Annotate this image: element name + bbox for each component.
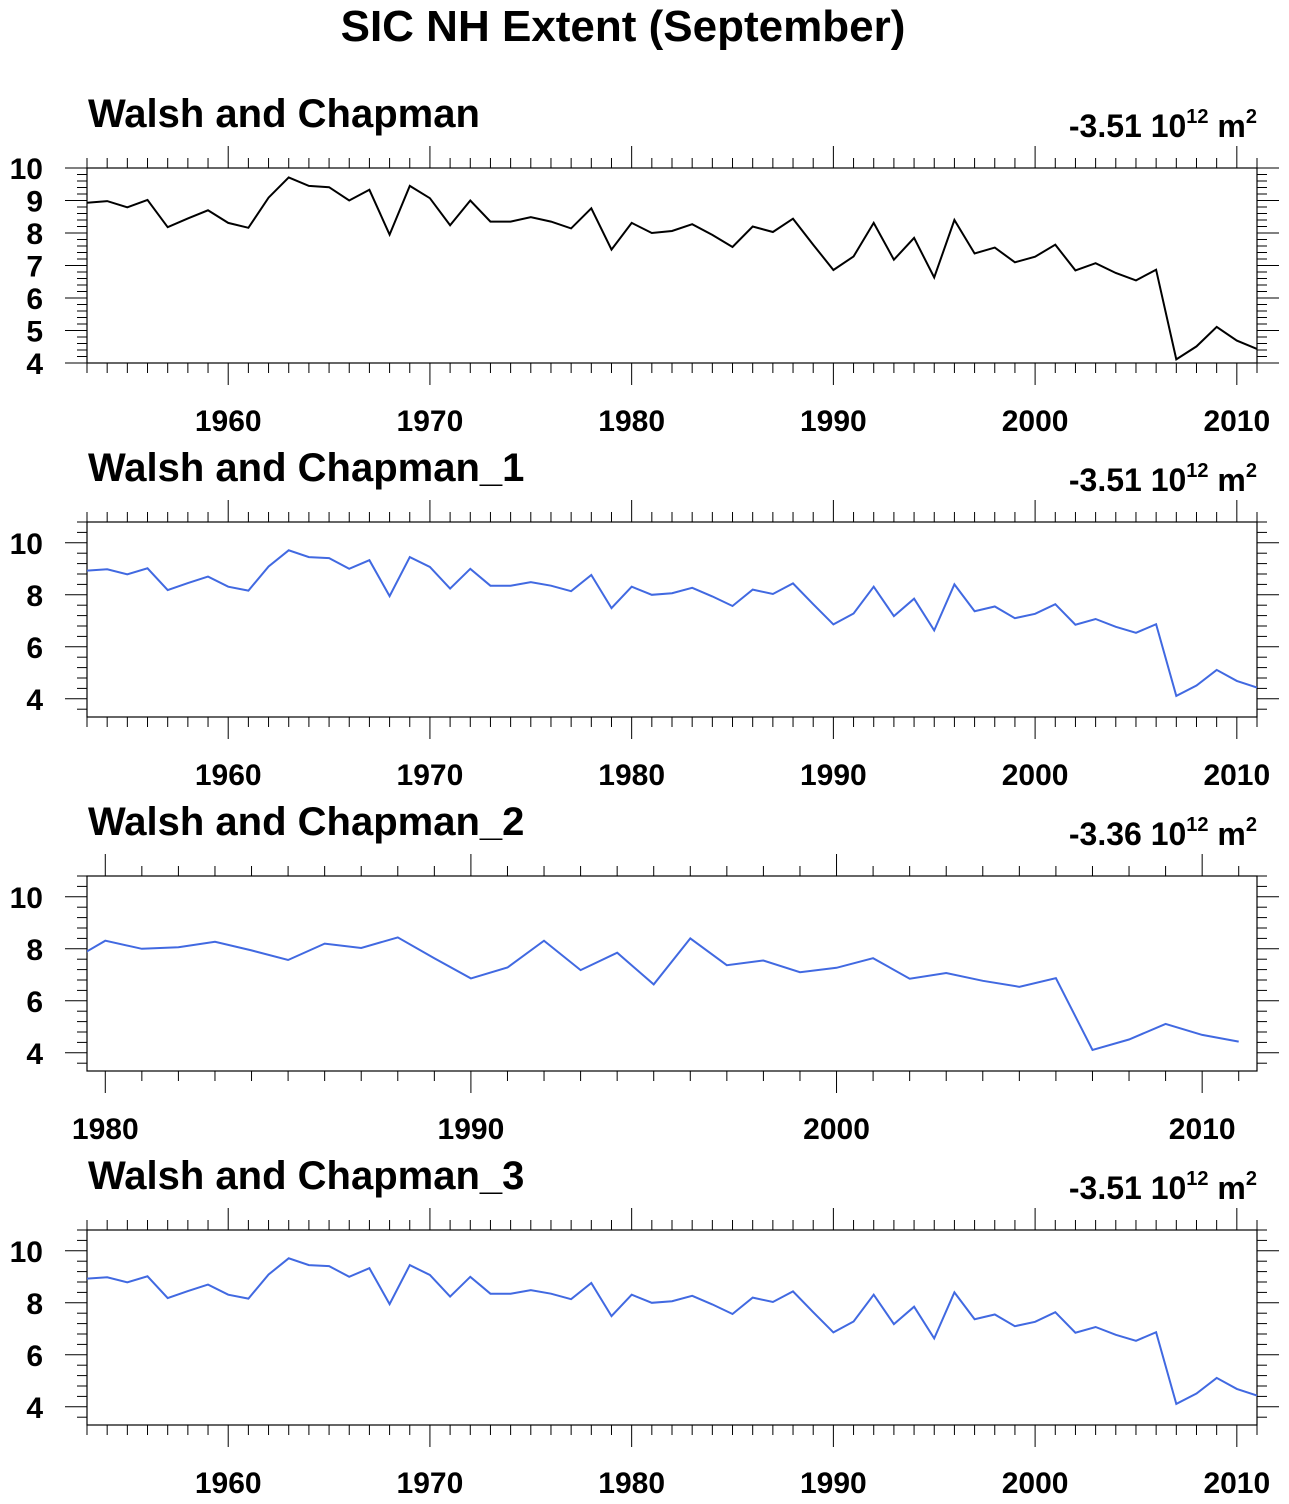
plot-frame bbox=[86, 1229, 1258, 1426]
panel-title: Walsh and Chapman_3 bbox=[88, 1154, 525, 1198]
x-tick-label: 2010 bbox=[1203, 1467, 1270, 1500]
x-tick-label: 2000 bbox=[803, 1113, 870, 1146]
x-tick-label: 1960 bbox=[195, 759, 262, 792]
panel-title: Walsh and Chapman bbox=[88, 92, 480, 136]
x-tick-label: 1990 bbox=[800, 759, 867, 792]
trend-unit-exponent: 2 bbox=[1245, 460, 1257, 483]
x-tick-label: 1980 bbox=[598, 405, 665, 438]
panel-title: Walsh and Chapman_2 bbox=[88, 800, 525, 844]
x-tick-label: 2010 bbox=[1169, 1113, 1236, 1146]
x-tick-label: 1990 bbox=[800, 1467, 867, 1500]
x-tick-label: 1990 bbox=[438, 1113, 505, 1146]
trend-annotation: -3.36 1012 m2 bbox=[1068, 814, 1257, 853]
chart-panel: 1960 1970 1980 1990 2000 2010 4 6 8 10 bbox=[10, 1208, 1279, 1500]
y-tick-label: 7 bbox=[26, 251, 43, 284]
trend-value: -3.51 10 bbox=[1068, 1170, 1187, 1206]
trend-annotation: -3.51 1012 m2 bbox=[1068, 460, 1257, 499]
y-tick-label: 4 bbox=[26, 684, 43, 717]
figure-title: SIC NH Extent (September) bbox=[340, 2, 906, 51]
x-tick-label: 1980 bbox=[598, 759, 665, 792]
series-line bbox=[87, 549, 1257, 698]
y-tick-label: 10 bbox=[10, 528, 43, 561]
x-tick-label: 1960 bbox=[195, 405, 262, 438]
trend-unit-exponent: 2 bbox=[1245, 106, 1257, 129]
y-tick-label: 5 bbox=[26, 316, 43, 349]
x-tick-label: 1990 bbox=[800, 405, 867, 438]
y-tick-label: 8 bbox=[26, 1288, 43, 1321]
plot-frame bbox=[86, 167, 1258, 364]
panel-title: Walsh and Chapman_1 bbox=[88, 446, 525, 490]
x-tick-label: 1980 bbox=[72, 1113, 139, 1146]
trend-exponent: 12 bbox=[1186, 1168, 1209, 1191]
y-tick-label: 4 bbox=[26, 1392, 43, 1425]
x-tick-label: 1960 bbox=[195, 1467, 262, 1500]
y-tick-label: 8 bbox=[26, 580, 43, 613]
y-tick-label: 10 bbox=[10, 882, 43, 915]
y-tick-label: 6 bbox=[26, 1340, 43, 1373]
x-tick-label: 1970 bbox=[397, 1467, 464, 1500]
trend-unit-exponent: 2 bbox=[1245, 814, 1257, 837]
y-tick-label: 6 bbox=[26, 632, 43, 665]
x-tick-label: 1970 bbox=[397, 759, 464, 792]
plot-frame bbox=[86, 875, 1258, 1072]
trend-exponent: 12 bbox=[1186, 106, 1209, 129]
series-line bbox=[87, 936, 1239, 1052]
y-tick-label: 4 bbox=[26, 1038, 43, 1071]
trend-unit-exponent: 2 bbox=[1245, 1168, 1257, 1191]
trend-value: -3.36 10 bbox=[1068, 816, 1187, 852]
trend-unit: m bbox=[1208, 1170, 1246, 1206]
y-tick-label: 8 bbox=[26, 934, 43, 967]
trend-value: -3.51 10 bbox=[1068, 108, 1187, 144]
trend-annotation: -3.51 1012 m2 bbox=[1068, 1168, 1257, 1207]
chart-panel: 1980 1990 2000 2010 4 6 8 10 bbox=[10, 854, 1279, 1146]
y-tick-label: 4 bbox=[26, 348, 43, 381]
x-tick-label: 1970 bbox=[397, 405, 464, 438]
trend-exponent: 12 bbox=[1186, 460, 1209, 483]
series-line bbox=[87, 1257, 1257, 1406]
trend-annotation: -3.51 1012 m2 bbox=[1068, 106, 1257, 145]
chart-panel: 1960 1970 1980 1990 2000 2010 4 6 8 10 bbox=[10, 500, 1279, 792]
trend-value: -3.51 10 bbox=[1068, 462, 1187, 498]
trend-unit: m bbox=[1208, 816, 1246, 852]
plot-frame bbox=[86, 521, 1258, 718]
series-line bbox=[87, 176, 1257, 362]
y-tick-label: 10 bbox=[10, 153, 43, 186]
x-tick-label: 2000 bbox=[1002, 759, 1069, 792]
x-tick-label: 2010 bbox=[1203, 759, 1270, 792]
y-tick-label: 6 bbox=[26, 283, 43, 316]
trend-exponent: 12 bbox=[1186, 814, 1209, 837]
y-tick-label: 6 bbox=[26, 986, 43, 1019]
x-tick-label: 2000 bbox=[1002, 405, 1069, 438]
trend-unit: m bbox=[1208, 108, 1246, 144]
x-tick-label: 1980 bbox=[598, 1467, 665, 1500]
y-tick-label: 9 bbox=[26, 186, 43, 219]
x-tick-label: 2000 bbox=[1002, 1467, 1069, 1500]
x-tick-label: 2010 bbox=[1203, 405, 1270, 438]
y-tick-label: 10 bbox=[10, 1236, 43, 1269]
trend-unit: m bbox=[1208, 462, 1246, 498]
y-tick-label: 8 bbox=[26, 218, 43, 251]
